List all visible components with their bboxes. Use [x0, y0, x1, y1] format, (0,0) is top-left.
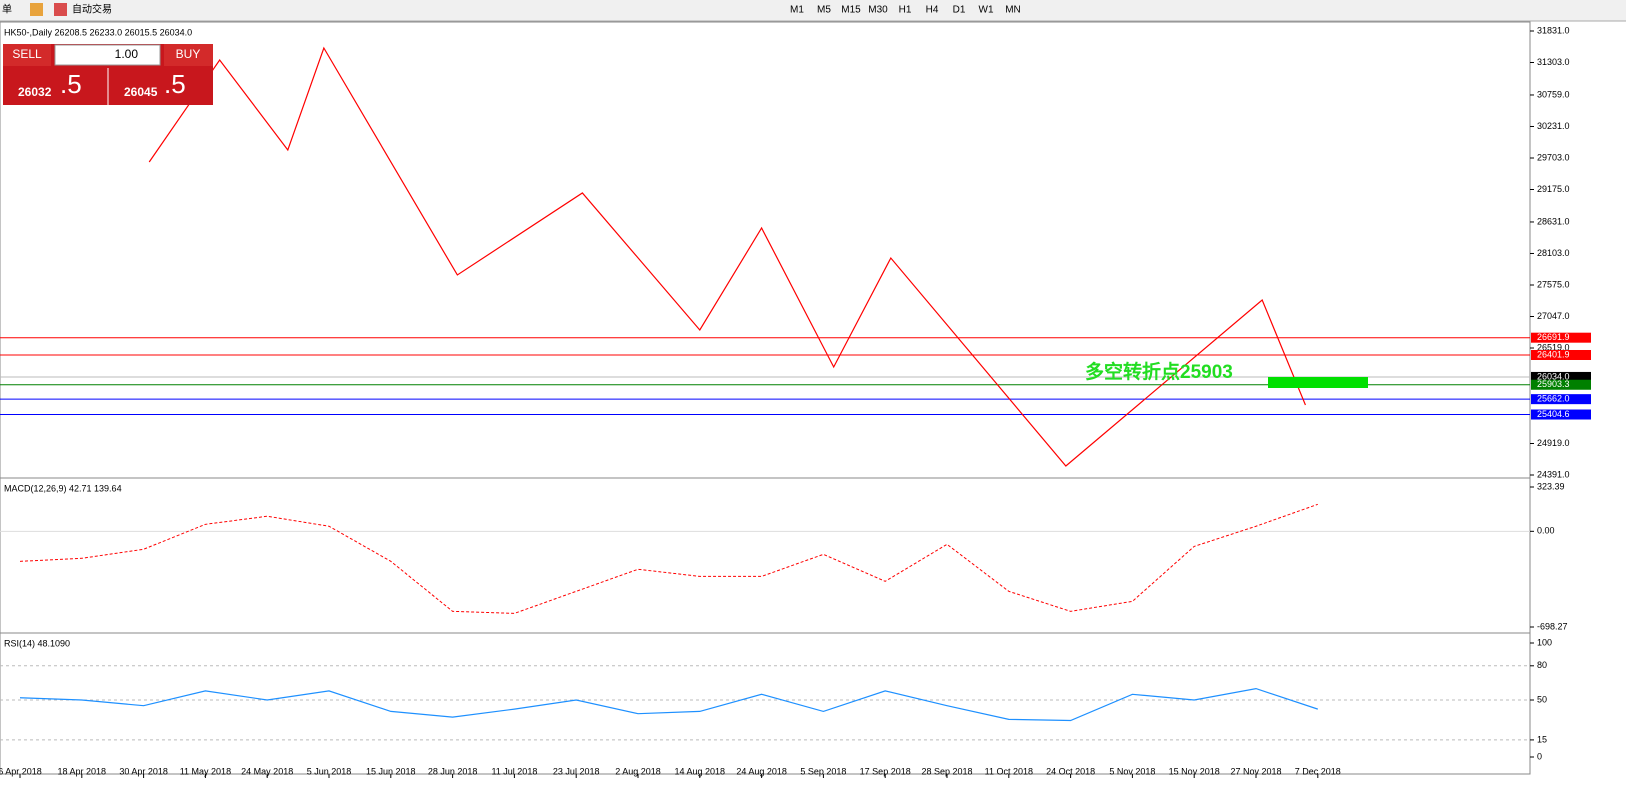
price-tag-label: 26034.0	[1537, 371, 1570, 381]
y-tick-label: -698.27	[1537, 621, 1568, 631]
x-tick-label: 17 Sep 2018	[860, 766, 911, 776]
timeframe-bar: M1 M5 M15 M30 H1 H4 D1 W1 MN	[790, 5, 1021, 16]
price-tag	[1531, 371, 1591, 382]
y-tick-label: 28103.0	[1537, 248, 1570, 258]
menu-item[interactable]: 单	[2, 4, 12, 16]
plot: 6 Apr 2018 18 Apr 2018 30 Apr 2018 11 May 2…	[0, 25, 1591, 778]
x-tick-label: 11 May 2018	[180, 766, 231, 776]
timeframe-button[interactable]: M15	[841, 5, 861, 16]
y-tick-label: 24919.0	[1537, 438, 1570, 448]
y-tick-label: 100	[1537, 637, 1552, 647]
x-tick-label: 5 Sep 2018	[800, 766, 846, 776]
x-tick-label: 5 Nov 2018	[1109, 766, 1155, 776]
timeframe-button[interactable]: W1	[979, 5, 994, 16]
sell-label[interactable]: SELL	[12, 47, 42, 61]
price-tag-label: 25404.6	[1537, 409, 1570, 419]
y-tick-label: 80	[1537, 660, 1547, 670]
timeframe-button[interactable]: MN	[1005, 5, 1021, 16]
y-tick-label: 30231.0	[1537, 121, 1570, 131]
y-tick-label: 27575.0	[1537, 279, 1570, 289]
toolbar	[0, 0, 1626, 21]
icon[interactable]	[54, 3, 67, 16]
zone-marker	[1268, 377, 1368, 388]
x-tick-label: 5 Jun 2018	[307, 766, 352, 776]
chart-frame	[0, 21, 1531, 775]
buy-label[interactable]: BUY	[176, 47, 201, 61]
y-tick-label: 24391.0	[1537, 469, 1570, 479]
lot-input[interactable]	[54, 44, 161, 66]
x-tick-label: 28 Jun 2018	[428, 766, 478, 776]
y-tick-label: 323.39	[1537, 481, 1565, 491]
buy-button[interactable]	[164, 44, 213, 66]
timeframe-button[interactable]: H4	[926, 5, 939, 16]
x-tick-label: 11 Jul 2018	[491, 766, 537, 776]
x-tick-label: 18 Apr 2018	[58, 766, 107, 776]
macd-title: MACD(12,26,9) 42.71 139.64	[4, 483, 122, 493]
series-line	[148, 46, 1306, 467]
price-tag	[1531, 379, 1591, 390]
series-line	[19, 687, 1318, 722]
trade-panel: SELL 1.00 BUY 26032 .5 26045 .5	[3, 44, 213, 105]
price-tag-label: 25903.3	[1537, 379, 1570, 389]
y-tick-label: 27047.0	[1537, 311, 1570, 321]
timeframe-button[interactable]: H1	[899, 5, 912, 16]
x-tick-label: 11 Oct 2018	[985, 766, 1033, 776]
auto-trade-button[interactable]: 自动交易	[72, 3, 112, 16]
price-tag-label: 25662.0	[1537, 394, 1570, 404]
y-tick-label: 0.00	[1537, 526, 1555, 536]
sell-button[interactable]	[3, 44, 51, 66]
price-tag	[1531, 332, 1591, 343]
x-tick-label: 14 Aug 2018	[675, 766, 726, 776]
x-tick-label: 24 May 2018	[241, 766, 293, 776]
x-tick-label: 15 Jun 2018	[366, 766, 416, 776]
rsi-title: RSI(14) 48.1090	[4, 638, 70, 648]
timeframe-button[interactable]: M5	[817, 5, 831, 16]
y-tick-label: 26519.0	[1537, 342, 1570, 352]
y-tick-label: 15	[1537, 734, 1547, 744]
x-tick-label: 2 Aug 2018	[615, 766, 661, 776]
y-tick-label: 31831.0	[1537, 25, 1570, 35]
sell-pips[interactable]: .5	[60, 69, 82, 99]
buy-pips[interactable]: .5	[164, 69, 186, 99]
y-tick-label: 29703.0	[1537, 152, 1570, 162]
price-tag-label: 26401.9	[1537, 349, 1570, 359]
x-tick-label: 23 Jul 2018	[553, 766, 600, 776]
y-tick-label: 28631.0	[1537, 216, 1570, 226]
timeframe-button[interactable]: M1	[790, 5, 804, 16]
x-tick-label: 28 Sep 2018	[921, 766, 972, 776]
lot-value[interactable]: 1.00	[115, 47, 139, 61]
price-tag-label: 26691.9	[1537, 332, 1570, 342]
x-tick-label: 15 Nov 2018	[1169, 766, 1220, 776]
price-tag	[1531, 409, 1591, 420]
x-tick-label: 24 Aug 2018	[736, 766, 787, 776]
annotation: 多空转折点25903	[1085, 360, 1233, 383]
x-tick-label: 30 Apr 2018	[119, 766, 168, 776]
price-tag	[1531, 394, 1591, 405]
y-tick-label: 0	[1537, 751, 1542, 761]
series-line	[19, 503, 1318, 614]
buy-price[interactable]: 26045	[124, 85, 158, 99]
chart-title: HK50-,Daily 26208.5 26233.0 26015.5 2603…	[4, 27, 192, 37]
timeframe-button[interactable]: D1	[953, 5, 966, 16]
x-tick-label: 24 Oct 2018	[1046, 766, 1095, 776]
icon[interactable]	[30, 3, 43, 16]
x-tick-label: 6 Apr 2018	[0, 766, 42, 776]
price-tag	[1531, 349, 1591, 360]
y-tick-label: 30759.0	[1537, 89, 1570, 99]
y-tick-label: 31303.0	[1537, 57, 1570, 67]
timeframe-button[interactable]: M30	[868, 5, 888, 16]
x-tick-label: 27 Nov 2018	[1230, 766, 1281, 776]
y-tick-label: 50	[1537, 694, 1547, 704]
sell-price[interactable]: 26032	[18, 85, 52, 99]
y-tick-label: 29175.0	[1537, 184, 1570, 194]
x-tick-label: 7 Dec 2018	[1295, 766, 1341, 776]
